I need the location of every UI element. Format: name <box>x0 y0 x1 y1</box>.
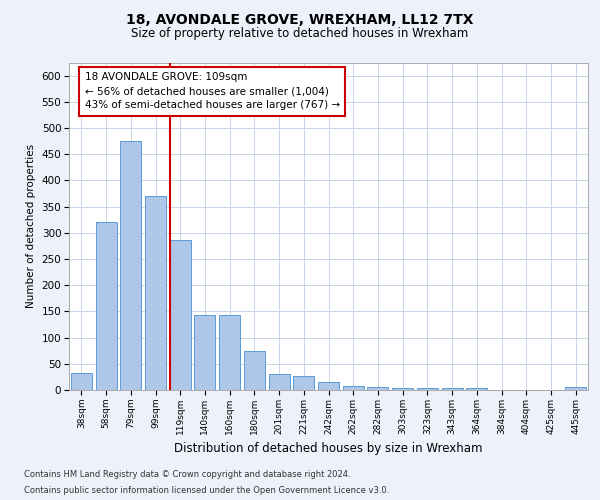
Bar <box>219 315 240 390</box>
Bar <box>343 386 364 390</box>
Text: Size of property relative to detached houses in Wrexham: Size of property relative to detached ho… <box>131 28 469 40</box>
Bar <box>442 388 463 390</box>
Bar <box>466 388 487 390</box>
Bar <box>194 315 215 390</box>
Bar <box>170 240 191 390</box>
Bar <box>367 388 388 390</box>
Bar <box>244 350 265 390</box>
Text: 18 AVONDALE GROVE: 109sqm
← 56% of detached houses are smaller (1,004)
43% of se: 18 AVONDALE GROVE: 109sqm ← 56% of detac… <box>85 72 340 110</box>
Bar <box>293 376 314 390</box>
Bar <box>95 222 116 390</box>
Text: 18, AVONDALE GROVE, WREXHAM, LL12 7TX: 18, AVONDALE GROVE, WREXHAM, LL12 7TX <box>126 12 474 26</box>
Text: Contains public sector information licensed under the Open Government Licence v3: Contains public sector information licen… <box>24 486 389 495</box>
Bar <box>318 382 339 390</box>
X-axis label: Distribution of detached houses by size in Wrexham: Distribution of detached houses by size … <box>174 442 483 456</box>
Bar <box>71 373 92 390</box>
Y-axis label: Number of detached properties: Number of detached properties <box>26 144 36 308</box>
Bar <box>417 388 438 390</box>
Bar <box>269 374 290 390</box>
Bar <box>120 141 141 390</box>
Bar <box>565 388 586 390</box>
Bar <box>392 388 413 390</box>
Text: Contains HM Land Registry data © Crown copyright and database right 2024.: Contains HM Land Registry data © Crown c… <box>24 470 350 479</box>
Bar <box>145 196 166 390</box>
